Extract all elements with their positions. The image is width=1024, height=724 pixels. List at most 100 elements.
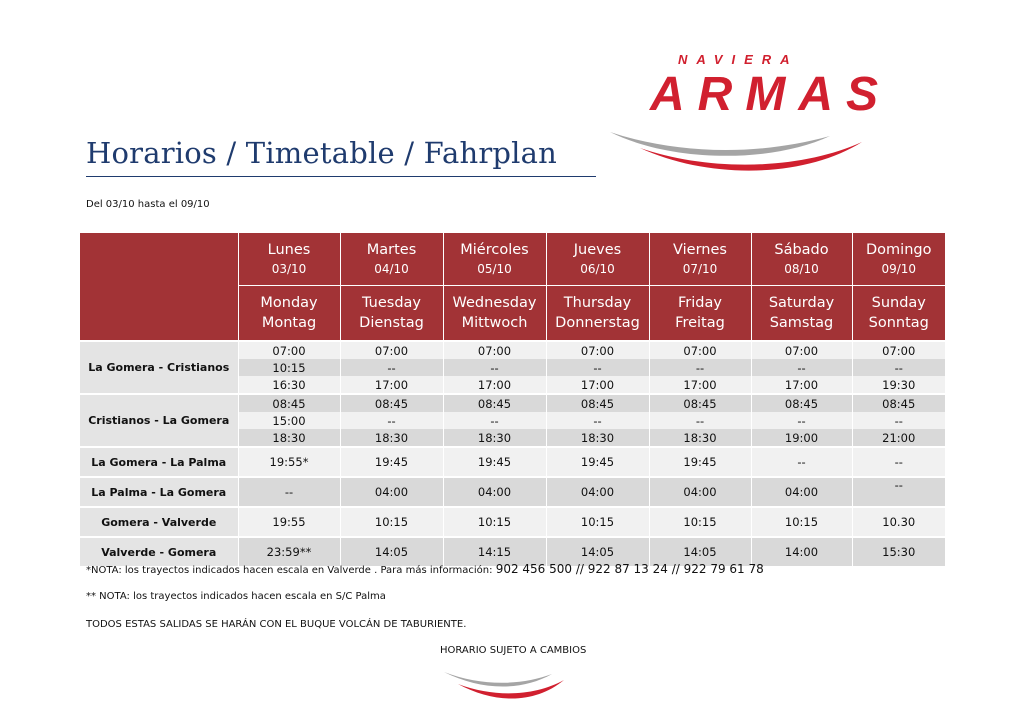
note-stops-valverde-text: *NOTA: los trayectos indicados hacen esc…: [86, 565, 496, 576]
time-cell: --: [339, 359, 443, 376]
time-cell: 19:55: [237, 506, 340, 537]
time-cell: 10:15: [648, 506, 751, 537]
time-cell: 15:00: [237, 412, 340, 429]
time-cell: 17:00: [545, 376, 649, 394]
table-row: Gomera - Valverde 19:55 10:15 10:15 10:1…: [80, 506, 945, 537]
footer-swoosh-logo: [444, 672, 564, 699]
time-cell: 08:45: [545, 393, 649, 412]
time-cell: 04:00: [339, 476, 443, 507]
route-name: La Gomera - Cristianos: [80, 340, 238, 394]
note-vessel: TODOS ESTAS SALIDAS SE HARÁN CON EL BUQU…: [86, 619, 467, 630]
time-cell: --: [545, 359, 649, 376]
time-cell: 17:00: [648, 376, 751, 394]
time-cell: 04:00: [442, 476, 546, 507]
table-row: 16:30 17:00 17:00 17:00 17:00 17:00 19:3…: [80, 376, 945, 394]
time-cell: --: [851, 359, 945, 376]
time-cell: 17:00: [442, 376, 546, 394]
table-row: Valverde - Gomera 23:59** 14:05 14:15 14…: [80, 536, 945, 566]
time-cell: 08:45: [237, 393, 340, 412]
time-cell: --: [339, 412, 443, 429]
time-cell: 10.30: [851, 506, 945, 537]
route-name: La Gomera - La Palma: [80, 446, 238, 477]
logo-big-text: ARMAS: [649, 68, 891, 121]
time-cell: 08:45: [339, 393, 443, 412]
time-cell: --: [750, 412, 852, 429]
time-cell: 08:45: [442, 393, 546, 412]
header-day-wed: Miércoles 05/10: [442, 233, 546, 286]
time-cell: 15:30: [851, 536, 945, 566]
header-day-thu-en-de: Thursday Donnerstag: [545, 285, 649, 341]
time-cell: 07:00: [339, 340, 443, 359]
time-cell: 14:05: [545, 536, 649, 566]
footer-gray-swoosh: [444, 672, 552, 687]
header-day-tue: Martes 04/10: [339, 233, 443, 286]
header-day-tue-en-de: Tuesday Dienstag: [339, 285, 443, 341]
time-cell: 17:00: [750, 376, 852, 394]
time-cell: 19:45: [648, 446, 751, 477]
header-corner: [80, 233, 238, 342]
time-cell: 21:00: [851, 429, 945, 447]
time-cell: 14:05: [339, 536, 443, 566]
route-name: La Palma - La Gomera: [80, 476, 238, 507]
time-cell: 10:15: [545, 506, 649, 537]
route-name: Valverde - Gomera: [80, 536, 238, 566]
time-cell: 07:00: [851, 340, 945, 359]
time-cell: 07:00: [442, 340, 546, 359]
timetable: Lunes 03/10 Martes 04/10 Miércoles 05/10 Ju…: [80, 233, 945, 566]
time-cell: 14:15: [442, 536, 546, 566]
time-cell: 08:45: [750, 393, 852, 412]
time-cell: 18:30: [648, 429, 751, 447]
naviera-armas-logo: NAVIERA ARMAS: [610, 52, 891, 171]
header-day-sun-en-de: Sunday Sonntag: [851, 285, 945, 341]
time-cell: --: [545, 412, 649, 429]
header-row-english-german: Monday Montag Tuesday Dienstag Wednesday Mi…: [80, 285, 945, 341]
logo-red-swoosh: [640, 142, 862, 171]
note-subject-to-change: HORARIO SUJETO A CAMBIOS: [440, 645, 587, 656]
date-range: Del 03/10 hasta el 09/10: [86, 199, 210, 210]
table-row: La Gomera - La Palma 19:55* 19:45 19:45 …: [80, 446, 945, 477]
table-row: Cristianos - La Gomera 08:45 08:45 08:45…: [80, 393, 945, 447]
header-day-mon-en-de: Monday Montag: [237, 285, 340, 341]
time-cell: 18:30: [442, 429, 546, 447]
header-day-sun: Domingo 09/10: [851, 233, 945, 286]
logo-small-text: NAVIERA: [678, 52, 799, 67]
route-name: Gomera - Valverde: [80, 506, 238, 537]
time-cell: 08:45: [851, 393, 945, 412]
time-cell: 14:00: [750, 536, 852, 566]
time-cell: --: [851, 446, 945, 477]
table-row: La Gomera - Cristianos 07:00 07:00 07:00…: [80, 340, 945, 394]
header-day-fri-en-de: Friday Freitag: [648, 285, 751, 341]
time-cell: 04:00: [545, 476, 649, 507]
time-cell: --: [648, 412, 751, 429]
time-cell: 08:45: [648, 393, 751, 412]
title-underline: [86, 176, 596, 177]
time-cell: --: [442, 359, 546, 376]
page-title: Horarios / Timetable / Fahrplan: [86, 136, 558, 170]
time-cell: 19:00: [750, 429, 852, 447]
table-row: La Palma - La Gomera -- 04:00 04:00 04:0…: [80, 476, 945, 507]
header-day-thu: Jueves 06/10: [545, 233, 649, 286]
time-cell: 18:30: [339, 429, 443, 447]
time-cell: 19:45: [545, 446, 649, 477]
time-cell: 18:30: [545, 429, 649, 447]
logo-gray-swoosh: [610, 132, 830, 156]
time-cell: 07:00: [750, 340, 852, 359]
time-cell: --: [237, 476, 340, 507]
time-cell: --: [442, 412, 546, 429]
time-cell: --: [851, 476, 945, 507]
time-cell: --: [648, 359, 751, 376]
note-stops-sc-palma: ** NOTA: los trayectos indicados hacen e…: [86, 591, 386, 602]
header-day-fri: Viernes 07/10: [648, 233, 751, 286]
header-day-sat-en-de: Saturday Samstag: [750, 285, 852, 341]
note-stops-valverde: *NOTA: los trayectos indicados hacen esc…: [86, 562, 764, 576]
time-cell: 10:15: [339, 506, 443, 537]
footer-red-swoosh: [458, 680, 564, 699]
phone-numbers: 902 456 500 // 922 87 13 24 // 922 79 61…: [495, 562, 764, 576]
header-day-sat: Sábado 08/10: [750, 233, 852, 286]
time-cell: 19:45: [442, 446, 546, 477]
table-row: 15:00 -- -- -- -- -- --: [80, 412, 945, 429]
time-cell: 04:00: [648, 476, 751, 507]
time-cell: 14:05: [648, 536, 751, 566]
header-row-spanish: Lunes 03/10 Martes 04/10 Miércoles 05/10 Ju…: [80, 233, 945, 342]
table-row: 18:30 18:30 18:30 18:30 18:30 19:00 21:0…: [80, 429, 945, 447]
